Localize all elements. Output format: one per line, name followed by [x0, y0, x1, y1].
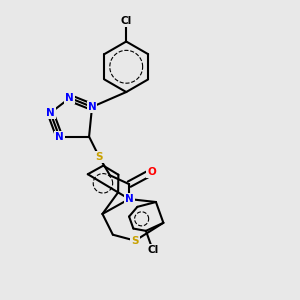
- Text: S: S: [131, 236, 139, 246]
- Text: N: N: [88, 102, 96, 112]
- Text: N: N: [46, 108, 55, 118]
- Text: N: N: [65, 93, 74, 103]
- Text: S: S: [96, 152, 103, 162]
- Text: Cl: Cl: [147, 244, 158, 255]
- Text: O: O: [147, 167, 156, 177]
- Text: N: N: [125, 194, 134, 204]
- Text: Cl: Cl: [121, 16, 132, 26]
- Text: N: N: [55, 132, 64, 142]
